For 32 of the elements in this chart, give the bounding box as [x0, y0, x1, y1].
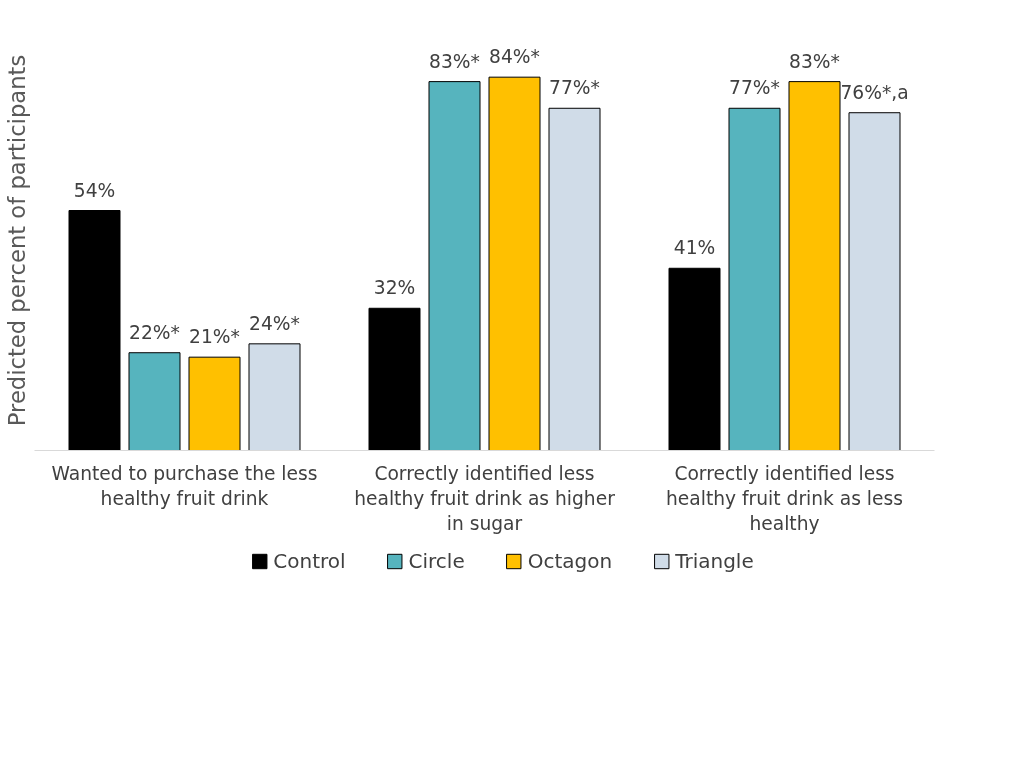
x-tick-label: Correctly identified less healthy fruit drink as higher in sugar — [354, 462, 616, 534]
legend-label: Octagon — [527, 549, 613, 573]
bar — [368, 307, 421, 451]
data-label: 32% — [373, 277, 416, 299]
bar — [248, 343, 301, 451]
data-label: 76%*,a — [840, 81, 909, 103]
bar — [848, 112, 901, 451]
data-label: 83%* — [789, 50, 840, 72]
bar — [488, 76, 541, 451]
bar — [428, 81, 481, 451]
data-label: 77%* — [729, 77, 780, 99]
bar — [788, 81, 841, 451]
x-tick-label: Wanted to purchase the less healthy fruit drink — [51, 462, 318, 509]
x-tick-label: Correctly identified less healthy fruit drink as less healthy — [666, 462, 903, 534]
bar — [668, 267, 721, 451]
data-label: 22%* — [129, 321, 180, 343]
data-label: 24%* — [249, 312, 300, 334]
legend-label: Circle — [408, 549, 465, 573]
bar — [68, 210, 121, 451]
bar — [548, 107, 601, 451]
data-label: 41% — [673, 237, 716, 259]
data-label: 84%* — [489, 46, 540, 68]
legend-label: Triangle — [675, 549, 754, 573]
bar — [128, 352, 181, 451]
data-label: 21%* — [189, 326, 240, 348]
data-label: 54% — [73, 179, 116, 201]
legend-label: Control — [273, 549, 346, 573]
data-label: 77%* — [549, 77, 600, 99]
bar — [728, 107, 781, 451]
y-axis-title: Predicted percent of participants — [3, 54, 30, 427]
bar — [188, 356, 241, 451]
data-label: 83%* — [429, 50, 480, 72]
